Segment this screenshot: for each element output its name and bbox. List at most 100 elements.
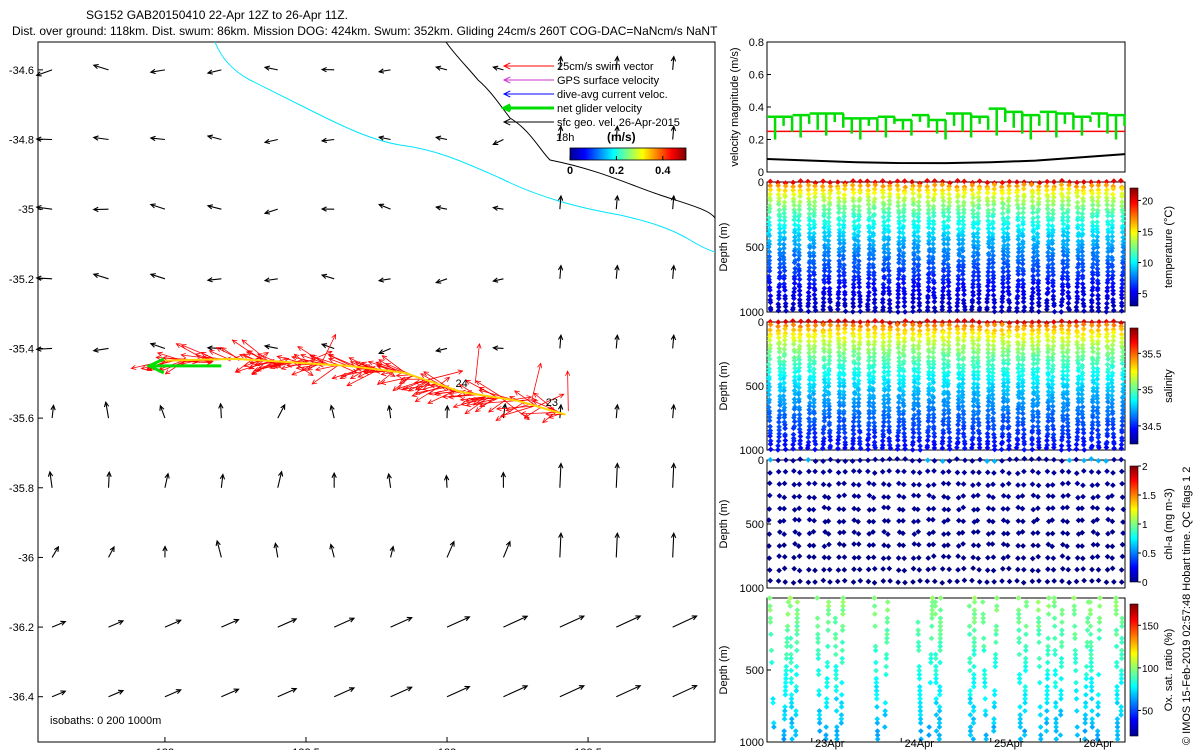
map-x-tick-label: 132.5 (292, 747, 320, 750)
swim-arrow-shaft (524, 407, 541, 419)
swim-arrow-shaft (377, 371, 395, 385)
swim-arrow-head (293, 353, 300, 359)
colorbar-tick-label: 50 (1142, 706, 1154, 717)
geo-arrow (492, 65, 504, 71)
profile-point (812, 186, 819, 193)
geo-arrow-shaft (379, 278, 391, 282)
swim-arrow (542, 411, 557, 424)
profile-point (791, 248, 798, 254)
swim-arrow-head (444, 376, 451, 383)
net-velocity-arrow (145, 357, 222, 375)
swim-arrow-shaft (466, 397, 500, 407)
swim-arrow (474, 396, 496, 413)
profile-point (796, 252, 803, 259)
geo-arrow-shaft (388, 405, 392, 419)
profile-point (781, 210, 787, 217)
geo-arrow (50, 404, 56, 419)
colorbar-label: temperature (°C) (1163, 206, 1175, 288)
swim-arrow (472, 395, 488, 406)
geo-arrow-shaft (672, 533, 675, 558)
geo-arrow-shaft (150, 273, 166, 280)
geo-arrow-head (92, 272, 99, 279)
swim-arrow (514, 390, 537, 407)
profile-point (791, 259, 798, 266)
geo-arrow-shaft (330, 405, 335, 419)
geo-arrow-head (435, 278, 442, 284)
depth-tick-label: 500 (746, 665, 764, 677)
geo-arrow-shaft (559, 463, 562, 488)
profile-point (782, 303, 789, 310)
geo-arrow (500, 471, 507, 488)
geo-arrow-shaft (379, 69, 391, 73)
profile-point (796, 232, 802, 239)
geo-arrow (390, 616, 413, 628)
profile-point (781, 241, 787, 248)
geo-arrow-head (118, 620, 125, 626)
swim-arrow-head (448, 394, 454, 400)
profile-point (781, 260, 787, 267)
swim-arrow-shaft (488, 398, 508, 413)
swim-arrow-head (331, 333, 337, 340)
geo-arrow-head (206, 69, 213, 75)
geo-arrow-head (614, 531, 620, 539)
geo-arrow (35, 275, 53, 281)
swim-arrow (300, 353, 328, 365)
swim-arrow-head (457, 369, 464, 375)
geo-arrow-shaft (378, 347, 391, 354)
profile-point (791, 209, 798, 216)
geo-arrow-head (92, 347, 99, 353)
geo-arrow (219, 473, 226, 488)
geo-arrow (503, 615, 529, 628)
swim-arrow-head (164, 369, 171, 375)
profile-point (806, 217, 813, 224)
profile-point (805, 182, 812, 188)
swim-arrow-head (254, 361, 260, 367)
swim-arrow-shaft (221, 347, 239, 360)
map-y-ticks: -34.6-34.8-35-35.2-35.4-35.6-35.8-36-36.… (9, 65, 43, 704)
geo-arrow-head (492, 277, 499, 283)
geo-arrow-shaft (51, 690, 66, 698)
swim-arrow (565, 370, 571, 412)
geo-arrow (614, 403, 620, 419)
velocity-y-ticks: 00.20.40.60.8 (749, 37, 771, 179)
geo-arrow (670, 531, 677, 558)
legend-arrow (502, 62, 554, 70)
geo-arrow (206, 69, 222, 75)
swim-arrow-head (155, 355, 162, 361)
geo-arrow (614, 194, 620, 210)
geo-arrow (377, 203, 391, 210)
swim-arrow-head (475, 380, 482, 386)
geo-arrow-head (578, 615, 586, 621)
profile-point (766, 260, 772, 267)
geo-arrow-head (149, 135, 156, 142)
geo-arrow (492, 139, 504, 145)
swim-arrow-head (375, 361, 382, 367)
geo-arrow-head (291, 618, 298, 624)
swim-arrow-head (307, 371, 314, 377)
geo-arrow (435, 347, 448, 353)
geo-arrow-shaft (322, 138, 335, 142)
profile-point (766, 232, 773, 239)
geo-arrow-shaft (390, 617, 412, 628)
profile-point (796, 246, 802, 253)
profile-point (791, 252, 798, 258)
geo-arrow-head (557, 55, 564, 62)
geo-arrow-shaft (220, 403, 222, 419)
geo-arrow-head (35, 71, 42, 77)
swim-arrow-shaft (531, 363, 542, 401)
profile-point (776, 225, 783, 232)
geo-arrow-head (670, 125, 677, 132)
profile-point (766, 279, 773, 286)
legend-label: 25cm/s swim vector (557, 61, 654, 73)
geo-arrow-shaft (493, 139, 504, 145)
swim-arrow-head (326, 350, 333, 356)
geo-arrow (35, 346, 53, 352)
geo-arrow-head (219, 473, 226, 480)
colorbar-tick-label: 150 (1142, 621, 1159, 632)
geo-arrow-head (389, 545, 395, 552)
speed-colorbar (569, 147, 687, 161)
profile-point (781, 264, 787, 271)
swim-arrow-head (231, 339, 238, 345)
geo-arrow-shaft (388, 473, 392, 488)
